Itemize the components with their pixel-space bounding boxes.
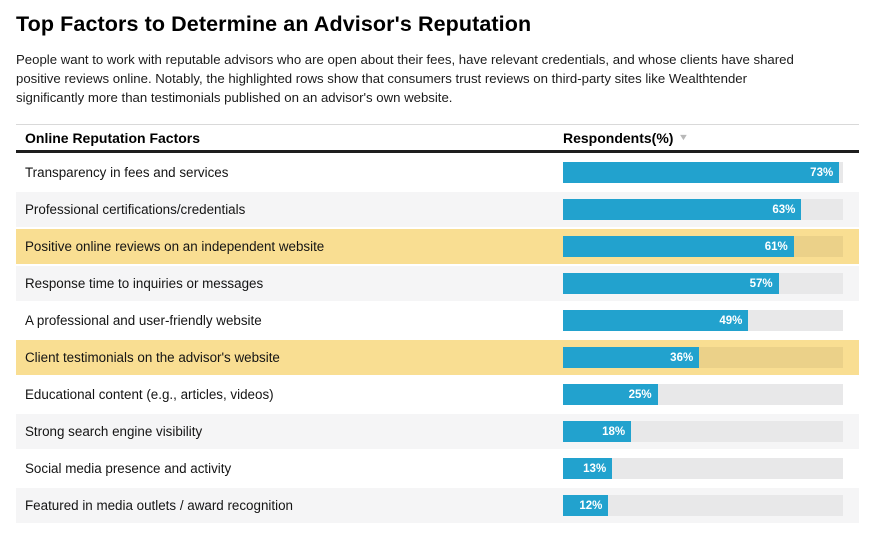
table-row: Featured in media outlets / award recogn…: [16, 488, 859, 523]
page-title: Top Factors to Determine an Advisor's Re…: [16, 12, 532, 36]
bar: 73%: [563, 162, 840, 183]
intro-line: significantly more than testimonials pub…: [16, 90, 453, 105]
bar-value-label: 63%: [772, 203, 796, 216]
table-row: Client testimonials on the advisor's web…: [16, 340, 859, 375]
intro-paragraph: People want to work with reputable advis…: [16, 50, 859, 107]
bar-value-label: 25%: [628, 388, 652, 401]
bar-track: 49%: [563, 310, 843, 331]
bar-value-label: 61%: [764, 240, 788, 253]
table-row: Educational content (e.g., articles, vid…: [16, 377, 859, 412]
bar-track: 12%: [563, 495, 843, 516]
bar: 36%: [563, 347, 700, 368]
page: Top Factors to Determine an Advisor's Re…: [0, 12, 881, 523]
bar-value-label: 49%: [719, 314, 743, 327]
bar: 61%: [563, 236, 794, 257]
table-body: Transparency in fees and services 73% Pr…: [16, 155, 859, 523]
column-header-respondents-label: Respondents(%): [563, 129, 674, 146]
bar-value-label: 13%: [583, 462, 607, 475]
bar-value-label: 73%: [810, 166, 834, 179]
intro-line: People want to work with reputable advis…: [16, 52, 794, 67]
factor-label: Strong search engine visibility: [25, 424, 203, 439]
bar-value-label: 12%: [579, 499, 603, 512]
bar-value-label: 36%: [670, 351, 694, 364]
column-header-respondents[interactable]: Respondents(%) ▼: [563, 130, 859, 146]
bar: 18%: [563, 421, 632, 442]
factor-label: Response time to inquiries or messages: [25, 276, 264, 291]
bar-track: 73%: [563, 162, 843, 183]
factors-table: Online Reputation Factors Respondents(%)…: [16, 124, 859, 523]
table-row: Strong search engine visibility 18%: [16, 414, 859, 449]
bar: 12%: [563, 495, 609, 516]
table-row: Positive online reviews on an independen…: [16, 229, 859, 264]
sort-descending-icon[interactable]: ▼: [678, 132, 690, 142]
table-row: Professional certifications/credentials …: [16, 192, 859, 227]
intro-line: positive reviews online. Notably, the hi…: [16, 71, 748, 86]
table-row: A professional and user-friendly website…: [16, 303, 859, 338]
bar: 57%: [563, 273, 779, 294]
table-row: Transparency in fees and services 73%: [16, 155, 859, 190]
bar-track: 25%: [563, 384, 843, 405]
factor-label: Professional certifications/credentials: [25, 202, 246, 217]
column-header-factors: Online Reputation Factors: [25, 129, 201, 146]
bar-value-label: 18%: [602, 425, 626, 438]
bar-track: 63%: [563, 199, 843, 220]
factor-label: Social media presence and activity: [25, 461, 232, 476]
table-header-row: Online Reputation Factors Respondents(%)…: [16, 124, 859, 153]
factor-label: Educational content (e.g., articles, vid…: [25, 387, 274, 402]
bar-track: 18%: [563, 421, 843, 442]
factor-label: Featured in media outlets / award recogn…: [25, 498, 293, 513]
bar-track: 57%: [563, 273, 843, 294]
factor-label: A professional and user-friendly website: [25, 313, 262, 328]
bar-track: 36%: [563, 347, 843, 368]
table-row: Response time to inquiries or messages 5…: [16, 266, 859, 301]
bar-track: 13%: [563, 458, 843, 479]
bar-value-label: 57%: [749, 277, 773, 290]
bar: 13%: [563, 458, 613, 479]
bar-track: 61%: [563, 236, 843, 257]
bar: 25%: [563, 384, 658, 405]
bar: 63%: [563, 199, 802, 220]
factor-label: Client testimonials on the advisor's web…: [25, 350, 280, 365]
bar: 49%: [563, 310, 749, 331]
factor-label: Transparency in fees and services: [25, 165, 229, 180]
table-row: Social media presence and activity 13%: [16, 451, 859, 486]
factor-label: Positive online reviews on an independen…: [25, 239, 325, 254]
